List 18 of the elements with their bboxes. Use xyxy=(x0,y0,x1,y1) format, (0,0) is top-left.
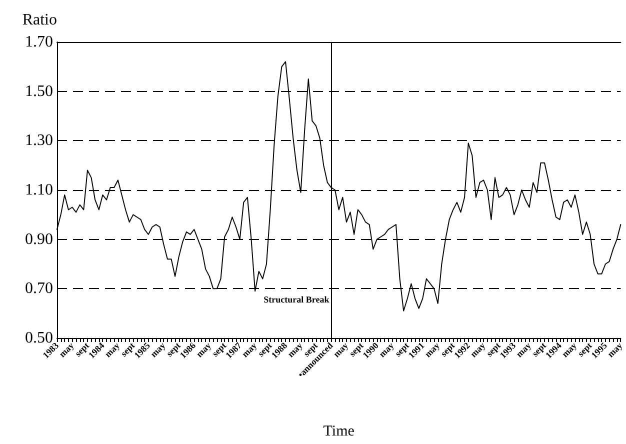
y-axis-title: Ratio xyxy=(22,12,57,28)
x-axis-title: Time xyxy=(323,424,355,440)
x-tick-label: sept xyxy=(164,340,182,358)
x-tick-label: sept xyxy=(347,340,366,358)
x-tick-label: may xyxy=(514,340,534,360)
x-tick-label: may xyxy=(194,340,214,360)
ref-line-label: Structural Break xyxy=(264,294,330,305)
y-tick-label: 1.50 xyxy=(25,82,53,100)
x-tick-label: may xyxy=(57,340,76,360)
y-tick-label: 1.70 xyxy=(25,34,53,50)
x-tick-label: sept xyxy=(576,340,594,358)
x-tick-label: may xyxy=(606,340,625,360)
y-tick-label: 0.90 xyxy=(25,230,53,248)
y-tick-label: 1.30 xyxy=(25,132,53,150)
y-tick-label: 0.50 xyxy=(25,330,53,346)
x-tick-label: sept xyxy=(484,340,502,358)
y-tick-label: 1.10 xyxy=(25,182,53,198)
y-tick-label: 0.70 xyxy=(25,280,53,298)
